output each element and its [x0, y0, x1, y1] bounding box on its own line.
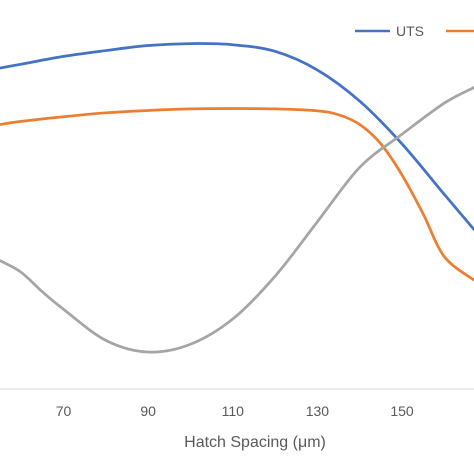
series-line-1: [0, 42, 474, 231]
legend: UTS: [355, 23, 474, 39]
x-tick-label: 110: [222, 403, 245, 419]
series-layer: [0, 42, 474, 354]
series-line-3: [0, 86, 474, 354]
x-tick-label: 150: [390, 403, 414, 419]
x-axis-title: Hatch Spacing (μm): [184, 434, 326, 451]
x-tick-labels: 70 90 110 130 150: [56, 403, 414, 419]
x-tick-label: 130: [306, 403, 330, 419]
series-line-2: [0, 107, 474, 282]
x-tick-label: 70: [56, 403, 72, 419]
x-tick-label: 90: [140, 403, 156, 419]
legend-label-uts: UTS: [396, 23, 424, 39]
